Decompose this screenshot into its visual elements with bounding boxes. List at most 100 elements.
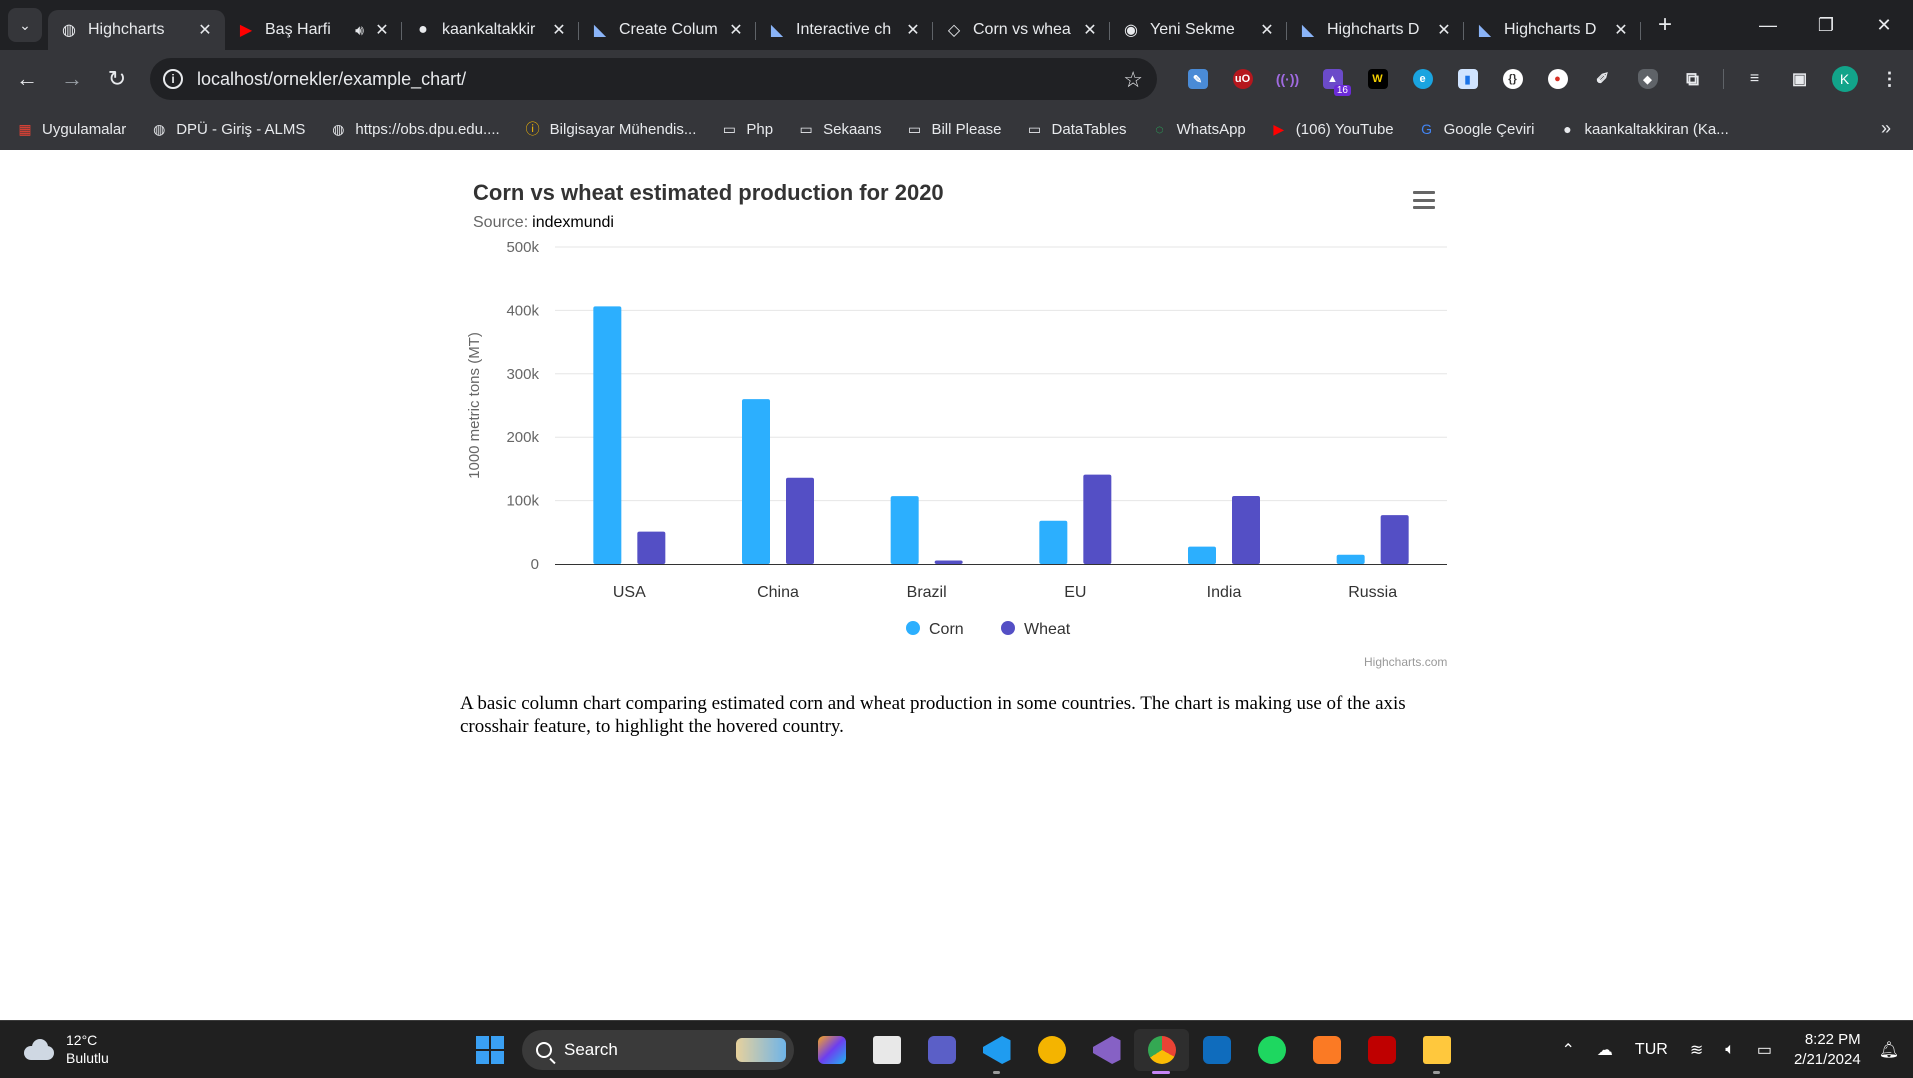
legend-label-corn[interactable]: Corn bbox=[929, 621, 964, 638]
tab-4[interactable]: ◣ Interactive ch ✕ bbox=[756, 10, 933, 50]
clock-date: 2/21/2024 bbox=[1793, 1051, 1861, 1068]
bookmark-8[interactable]: ◌ WhatsApp bbox=[1151, 120, 1245, 138]
close-window-button[interactable]: ✕ bbox=[1876, 14, 1892, 35]
bookmark-star-icon[interactable]: ☆ bbox=[1123, 67, 1143, 92]
tab-5[interactable]: ◇ Corn vs whea ✕ bbox=[933, 10, 1110, 50]
reload-button[interactable]: ↻ bbox=[107, 66, 127, 91]
vscode-app-icon[interactable] bbox=[969, 1029, 1024, 1074]
input-language[interactable]: TUR bbox=[1634, 1041, 1668, 1058]
ublock-icon[interactable]: uO bbox=[1220, 58, 1265, 100]
back-button[interactable]: ← bbox=[16, 66, 38, 91]
x-tick-label: Brazil bbox=[907, 584, 947, 601]
extension-hat-icon[interactable]: ▲ 16 bbox=[1310, 58, 1355, 100]
address-url[interactable]: localhost/ornekler/example_chart/ bbox=[197, 68, 467, 89]
extension-braces-icon[interactable]: {} bbox=[1490, 58, 1535, 100]
tab-close-icon[interactable]: ✕ bbox=[375, 22, 389, 39]
extensions-puzzle-icon[interactable]: ⧉ bbox=[1686, 68, 1699, 89]
tab-close-icon[interactable]: ✕ bbox=[729, 22, 743, 39]
tab-close-icon[interactable]: ✕ bbox=[1437, 22, 1451, 39]
bookmark-label: DataTables bbox=[1051, 120, 1127, 138]
legend-label-wheat[interactable]: Wheat bbox=[1024, 621, 1071, 638]
file-explorer-app-icon[interactable] bbox=[1409, 1029, 1464, 1074]
bookmark-0[interactable]: ▦ Uygulamalar bbox=[16, 120, 126, 138]
tab-8[interactable]: ◣ Highcharts D ✕ bbox=[1464, 10, 1641, 50]
bookmark-5[interactable]: ▭ Sekaans bbox=[797, 120, 881, 138]
extension-doc-icon[interactable]: ▮ bbox=[1445, 58, 1490, 100]
tab-close-icon[interactable]: ✕ bbox=[906, 22, 920, 39]
chart-title: Corn vs wheat estimated production for 2… bbox=[473, 180, 944, 205]
extension-wave-icon[interactable]: ((·)) bbox=[1275, 71, 1300, 87]
tray-overflow-icon[interactable]: ⌃ bbox=[1561, 1042, 1575, 1059]
bookmark-1[interactable]: ◍ DPÜ - Giriş - ALMS bbox=[150, 120, 305, 138]
wifi-icon[interactable]: ≋ bbox=[1689, 1042, 1704, 1059]
search-icon bbox=[536, 1042, 552, 1058]
legend-marker-wheat bbox=[1001, 621, 1015, 635]
bar-corn-china bbox=[742, 399, 770, 564]
extension-record-icon[interactable]: ● bbox=[1535, 58, 1580, 100]
mail-app-icon[interactable] bbox=[1189, 1029, 1244, 1071]
tab-6[interactable]: ◉ Yeni Sekme ✕ bbox=[1110, 10, 1287, 50]
extension-shield-icon[interactable]: ◆ bbox=[1625, 58, 1670, 100]
browser-menu-icon[interactable]: ⋮ bbox=[1880, 68, 1899, 89]
teams-app-icon[interactable] bbox=[914, 1029, 969, 1071]
extension-edge-icon[interactable]: e bbox=[1400, 58, 1445, 100]
battery-icon[interactable]: ▭ bbox=[1756, 1042, 1772, 1059]
task-view-icon[interactable] bbox=[859, 1029, 914, 1071]
profile-avatar[interactable]: K bbox=[1822, 58, 1867, 100]
tab-search-button[interactable]: ⌄ bbox=[8, 8, 42, 42]
source-link[interactable]: indexmundi bbox=[532, 214, 614, 231]
start-button[interactable] bbox=[470, 1030, 510, 1070]
translate-icon: G bbox=[1421, 121, 1433, 137]
new-tab-button[interactable]: + bbox=[1657, 11, 1672, 38]
tab-1[interactable]: ▶ Baş Harfi 🔊︎ ✕ bbox=[225, 10, 402, 50]
x-tick-label: USA bbox=[613, 584, 646, 601]
bookmark-6[interactable]: ▭ Bill Please bbox=[905, 120, 1002, 138]
extension-eyedropper-icon[interactable]: ✐ bbox=[1595, 71, 1610, 88]
onedrive-icon[interactable]: ☁ bbox=[1596, 1042, 1613, 1059]
xampp-app-icon[interactable] bbox=[1299, 1029, 1354, 1071]
extension-pen-icon[interactable]: ✎ bbox=[1175, 58, 1220, 100]
highcharts-icon: ◣ bbox=[1478, 22, 1492, 39]
address-bar[interactable]: i localhost/ornekler/example_chart/ ☆ bbox=[150, 58, 1157, 100]
tab-close-icon[interactable]: ✕ bbox=[1083, 22, 1097, 39]
bookmark-2[interactable]: ◍ https://obs.dpu.edu.... bbox=[329, 120, 499, 138]
mail-client-app-icon[interactable] bbox=[1024, 1029, 1079, 1071]
tab-audio-icon[interactable]: 🔊︎ bbox=[355, 21, 364, 38]
tab-close-icon[interactable]: ✕ bbox=[552, 22, 566, 39]
extension-w-icon[interactable]: W bbox=[1355, 58, 1400, 100]
notification-bell-icon[interactable]: 🔔︎ bbox=[1878, 1042, 1899, 1059]
bookmark-label: Uygulamalar bbox=[42, 120, 127, 138]
bookmark-11[interactable]: ● kaankaltakkiran (Ka... bbox=[1559, 120, 1728, 138]
minimize-button[interactable]: — bbox=[1759, 14, 1777, 35]
tab-7[interactable]: ◣ Highcharts D ✕ bbox=[1287, 10, 1464, 50]
chart-menu-icon[interactable] bbox=[1410, 188, 1438, 212]
media-control-icon[interactable]: ≡ bbox=[1749, 70, 1760, 87]
bookmark-9[interactable]: ▶ (106) YouTube bbox=[1270, 120, 1393, 138]
visual-studio-app-icon[interactable] bbox=[1079, 1029, 1134, 1071]
spotify-app-icon[interactable] bbox=[1244, 1029, 1299, 1071]
tab-close-icon[interactable]: ✕ bbox=[198, 22, 212, 39]
clock[interactable]: 8:22 PM 2/21/2024 bbox=[1794, 1030, 1861, 1070]
bookmark-3[interactable]: ⓘ Bilgisayar Mühendis... bbox=[524, 120, 697, 138]
tab-close-icon[interactable]: ✕ bbox=[1614, 22, 1628, 39]
folder-icon: ▭ bbox=[1027, 120, 1042, 137]
taskbar-search[interactable]: Search bbox=[522, 1030, 794, 1070]
side-panel-icon[interactable]: ▣ bbox=[1791, 71, 1808, 88]
bookmark-7[interactable]: ▭ DataTables bbox=[1026, 120, 1127, 138]
bookmark-10[interactable]: G Google Çeviri bbox=[1418, 120, 1534, 138]
tab-0[interactable]: ◍ Highcharts ✕ bbox=[48, 10, 225, 50]
tab-2[interactable]: ● kaankaltakkir ✕ bbox=[402, 10, 579, 50]
tab-close-icon[interactable]: ✕ bbox=[1260, 22, 1274, 39]
volume-icon[interactable]: 🔈︎ bbox=[1725, 1041, 1735, 1058]
highcharts-credits[interactable]: Highcharts.com bbox=[1364, 655, 1448, 669]
bookmark-4[interactable]: ▭ Php bbox=[720, 120, 773, 138]
copilot-app-icon[interactable] bbox=[804, 1029, 859, 1071]
weather-widget[interactable]: 12°C Bulutlu bbox=[22, 1031, 109, 1067]
tab-3[interactable]: ◣ Create Colum ✕ bbox=[579, 10, 756, 50]
restore-button[interactable]: ❐ bbox=[1817, 14, 1835, 35]
chrome-app-icon[interactable] bbox=[1134, 1029, 1189, 1074]
bookmarks-overflow-icon[interactable]: » bbox=[1880, 118, 1891, 138]
filezilla-app-icon[interactable] bbox=[1354, 1029, 1409, 1071]
site-info-icon[interactable]: i bbox=[163, 69, 183, 89]
forward-button[interactable]: → bbox=[61, 66, 83, 91]
